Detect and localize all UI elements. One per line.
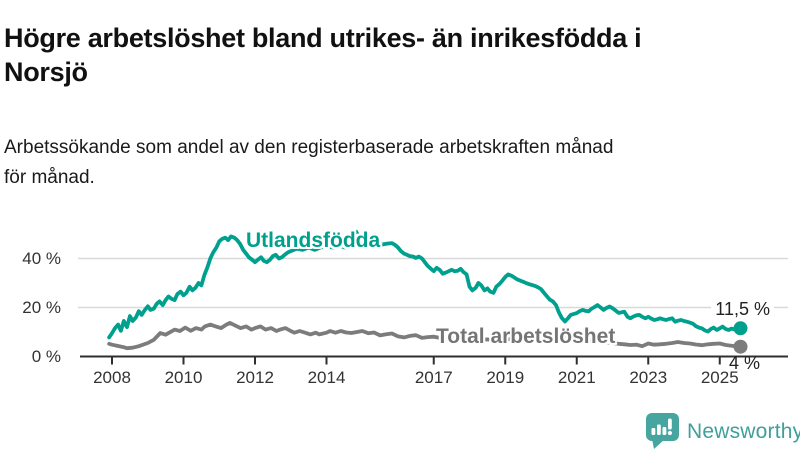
chart-subtitle: Arbetssökande som andel av den registerb… <box>4 137 614 188</box>
x-tick-label: 2019 <box>486 368 525 387</box>
x-tick-label: 2025 <box>700 368 739 387</box>
y-tick-label: 0 % <box>31 346 61 366</box>
x-tick-label: 2021 <box>557 368 596 387</box>
page-title: Högre arbetslöshet bland utrikes- än inr… <box>4 23 642 88</box>
x-tick-label: 2010 <box>164 368 203 387</box>
series-label-total-arbetsloshet: Total arbetslöshet <box>436 325 616 348</box>
end-value-label-utlandsfodda: 11,5 % <box>711 299 774 319</box>
series-label-utlandsfodda: Utlandsfödda <box>246 229 381 252</box>
x-tick-label: 2012 <box>236 368 274 387</box>
newsworthy-logo: Newsworthy <box>645 411 800 450</box>
series-end-dot <box>733 321 748 336</box>
y-tick-label: 20 % <box>22 297 61 317</box>
newsworthy-brand-text: Newsworthy <box>687 420 800 443</box>
series-end-dot <box>733 339 748 354</box>
series-line <box>107 320 743 351</box>
x-tick-label: 2017 <box>414 368 453 387</box>
y-tick-label: 40 % <box>22 248 61 268</box>
series-line <box>107 229 743 340</box>
bar-chart-speech-bubble-icon <box>646 413 679 449</box>
end-value-label-total: 4 % <box>729 353 761 373</box>
x-tick-label: 2008 <box>93 368 131 387</box>
x-tick-label: 2014 <box>307 368 346 387</box>
x-tick-label: 2023 <box>629 368 668 387</box>
